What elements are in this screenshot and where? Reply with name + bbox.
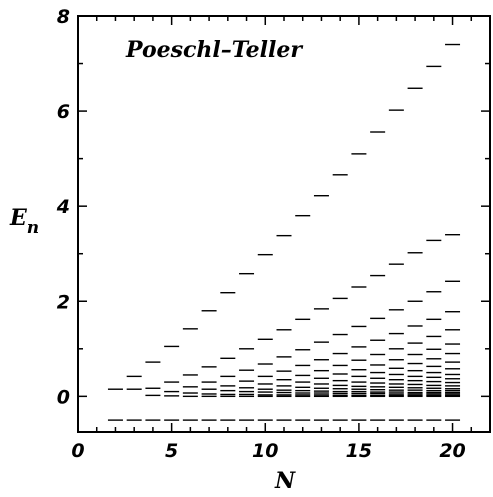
- data-marks: [108, 45, 460, 421]
- x-tick-label: 20: [439, 440, 465, 462]
- y-tick-label: 0: [57, 386, 70, 408]
- x-axis-label: N: [274, 468, 296, 494]
- plot-frame: [78, 16, 490, 432]
- y-tick-label: 8: [57, 6, 70, 28]
- x-tick-label: 5: [165, 440, 178, 462]
- axis-ticks: [78, 16, 490, 432]
- y-axis-label-subscript: n: [27, 218, 39, 238]
- tick-labels: 0 5 10 15 20 0 2 4 6 8: [56, 6, 466, 462]
- x-tick-label: 15: [346, 440, 372, 462]
- y-axis-label-main: E: [9, 205, 28, 231]
- y-tick-label: 6: [57, 101, 70, 123]
- chart-title: Poeschl–Teller: [125, 37, 303, 63]
- y-tick-label: 2: [57, 291, 70, 313]
- x-tick-label: 0: [71, 440, 84, 462]
- x-tick-label: 10: [252, 440, 278, 462]
- y-axis-label: En: [9, 205, 39, 238]
- y-tick-label: 4: [56, 196, 70, 218]
